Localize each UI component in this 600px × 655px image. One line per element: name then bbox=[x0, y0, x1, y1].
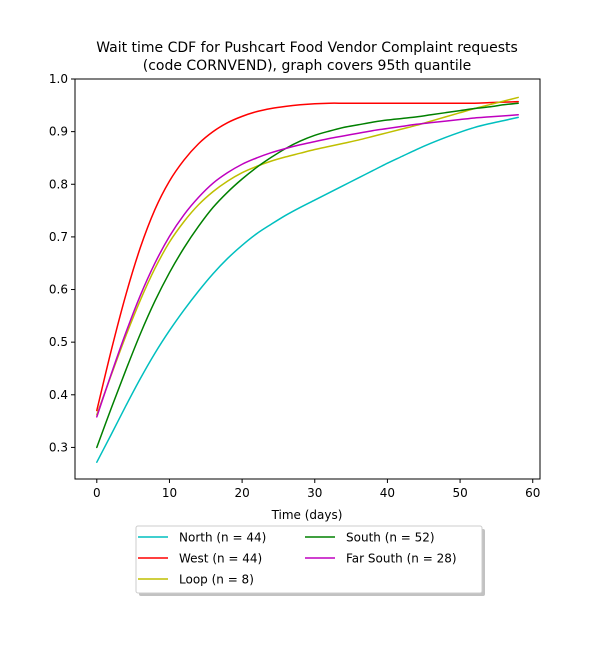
y-axis: 0.3 0.4 0.5 0.6 0.7 0.8 0.9 1.0 bbox=[49, 72, 75, 454]
chart-title-line1: Wait time CDF for Pushcart Food Vendor C… bbox=[96, 40, 518, 56]
series-line-3 bbox=[96, 102, 519, 449]
x-axis: 0 10 20 30 40 50 60 bbox=[93, 479, 540, 500]
plot-background bbox=[75, 79, 540, 479]
series-line-0 bbox=[96, 116, 519, 463]
y-tick-label: 0.3 bbox=[49, 440, 68, 454]
x-tick-label: 50 bbox=[452, 486, 467, 500]
series-layer bbox=[96, 96, 519, 463]
series-line-1 bbox=[96, 100, 519, 412]
y-tick-label: 0.9 bbox=[49, 125, 68, 139]
y-tick-label: 0.5 bbox=[49, 335, 68, 349]
y-tick-label: 0.4 bbox=[49, 388, 68, 402]
legend: North (n = 44) West (n = 44) Loop (n = 8) S… bbox=[135, 525, 485, 596]
x-axis-label: Time (days) bbox=[271, 508, 343, 522]
x-tick-label: 30 bbox=[307, 486, 322, 500]
y-tick-label: 1.0 bbox=[49, 72, 68, 86]
y-tick-label: 0.8 bbox=[49, 177, 68, 191]
legend-label: Loop (n = 8) bbox=[179, 573, 254, 587]
legend-items: North (n = 44) West (n = 44) Loop (n = 8) S… bbox=[138, 531, 457, 587]
legend-label: Far South (n = 28) bbox=[346, 552, 457, 566]
legend-box bbox=[135, 525, 483, 594]
x-tick-label: 40 bbox=[380, 486, 395, 500]
x-tick-label: 10 bbox=[162, 486, 177, 500]
plot-area: 0 10 20 30 40 50 60 0.3 0.4 0.5 0.6 0.7 0.8 0.9 1.0 bbox=[49, 72, 541, 500]
chart-title-line2: (code CORNVEND), graph covers 95th quant… bbox=[143, 58, 472, 74]
x-tick-label: 0 bbox=[93, 486, 101, 500]
series-line-2 bbox=[96, 96, 519, 416]
legend-label: South (n = 52) bbox=[346, 531, 435, 545]
y-tick-label: 0.6 bbox=[49, 283, 68, 297]
y-tick-label: 0.7 bbox=[49, 230, 68, 244]
legend-label: North (n = 44) bbox=[179, 531, 266, 545]
x-tick-label: 20 bbox=[234, 486, 249, 500]
series-line-4 bbox=[96, 114, 519, 418]
legend-label: West (n = 44) bbox=[179, 552, 262, 566]
x-tick-label: 60 bbox=[525, 486, 540, 500]
plot-frame bbox=[74, 78, 541, 480]
